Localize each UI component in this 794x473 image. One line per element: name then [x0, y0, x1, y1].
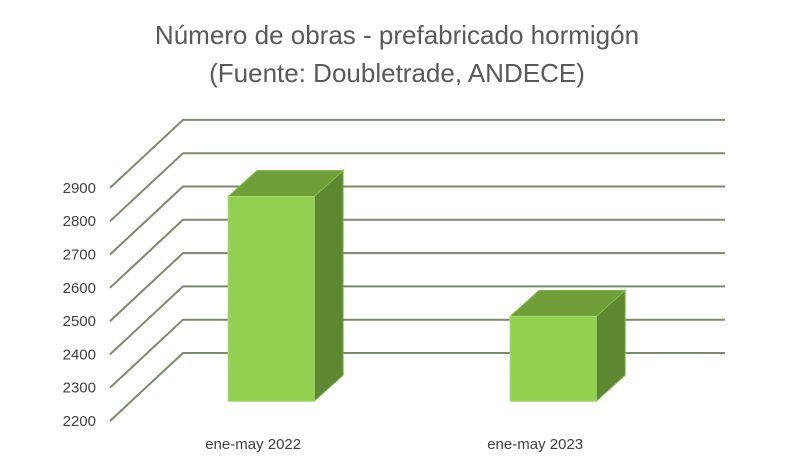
y-tick-label: 2400: [63, 346, 96, 363]
gridline: [109, 152, 725, 222]
bar-front: [509, 315, 597, 402]
y-tick-label: 2600: [63, 280, 96, 297]
gridline: [109, 252, 725, 322]
gridline: [109, 118, 725, 189]
x-tick-label: ene-may 2022: [205, 436, 301, 453]
y-tick-label: 2900: [63, 180, 96, 197]
chart-subtitle: (Fuente: Doubletrade, ANDECE): [209, 58, 585, 88]
chart-title: Número de obras - prefabricado hormigón: [155, 20, 639, 50]
gridline: [109, 352, 725, 422]
gridline: [109, 218, 725, 289]
bar: [226, 169, 345, 403]
x-tick-label: ene-may 2023: [487, 436, 583, 453]
bar-side: [313, 169, 344, 403]
y-tick-label: 2200: [63, 413, 96, 430]
gridline: [109, 285, 725, 356]
y-tick-label: 2500: [63, 313, 96, 330]
bar-front: [227, 195, 315, 402]
y-tick-label: 2300: [63, 380, 96, 397]
y-tick-label: 2700: [63, 247, 96, 264]
y-tick-label: 2800: [63, 213, 96, 230]
bar: [508, 289, 627, 403]
gridline: [109, 185, 725, 256]
